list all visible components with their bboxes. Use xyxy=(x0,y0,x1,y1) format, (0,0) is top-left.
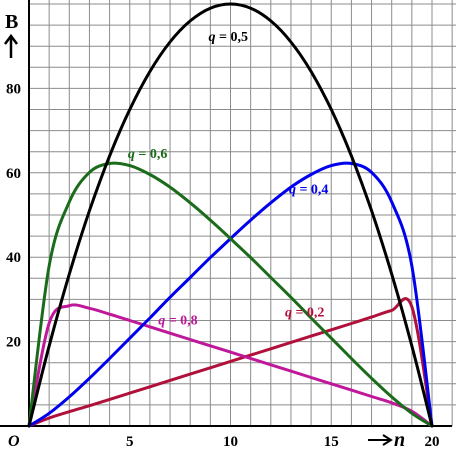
y-tick-label: 40 xyxy=(6,250,21,266)
series-label-2: q = 0,4 xyxy=(289,182,328,197)
series-label-4: q = 0,2 xyxy=(285,305,324,320)
series-line-0 xyxy=(27,2,434,428)
tick-labels: 20 40 60 80 5 10 15 20 xyxy=(6,81,440,450)
y-tick-label: 80 xyxy=(6,81,21,97)
axes xyxy=(0,0,452,427)
x-tick-label: 15 xyxy=(324,434,339,450)
x-axis-label: n xyxy=(394,429,405,451)
up-arrow-icon xyxy=(4,33,18,58)
x-tick-label: 5 xyxy=(126,434,134,450)
y-tick-label: 20 xyxy=(6,335,21,351)
series-lines xyxy=(27,2,434,428)
axis-titles: B O n xyxy=(4,11,405,451)
origin-label: O xyxy=(8,433,20,450)
series-line-1 xyxy=(27,161,434,428)
y-tick-label: 60 xyxy=(6,166,21,182)
series-label-3: q = 0,8 xyxy=(158,314,197,329)
grid xyxy=(29,0,456,426)
series-label-1: q = 0,6 xyxy=(128,147,167,162)
series-line-4 xyxy=(27,297,434,428)
series-label-0: q = 0,5 xyxy=(209,30,248,45)
x-tick-label: 20 xyxy=(425,434,440,450)
right-arrow-icon xyxy=(368,434,393,446)
x-tick-label: 10 xyxy=(223,434,238,450)
series-line-2 xyxy=(27,161,434,428)
y-axis-label: B xyxy=(5,11,18,33)
series-line-3 xyxy=(27,303,434,428)
series-labels: q = 0,5 q = 0,6 q = 0,4 q = 0,8 q = 0,2 xyxy=(128,30,329,329)
